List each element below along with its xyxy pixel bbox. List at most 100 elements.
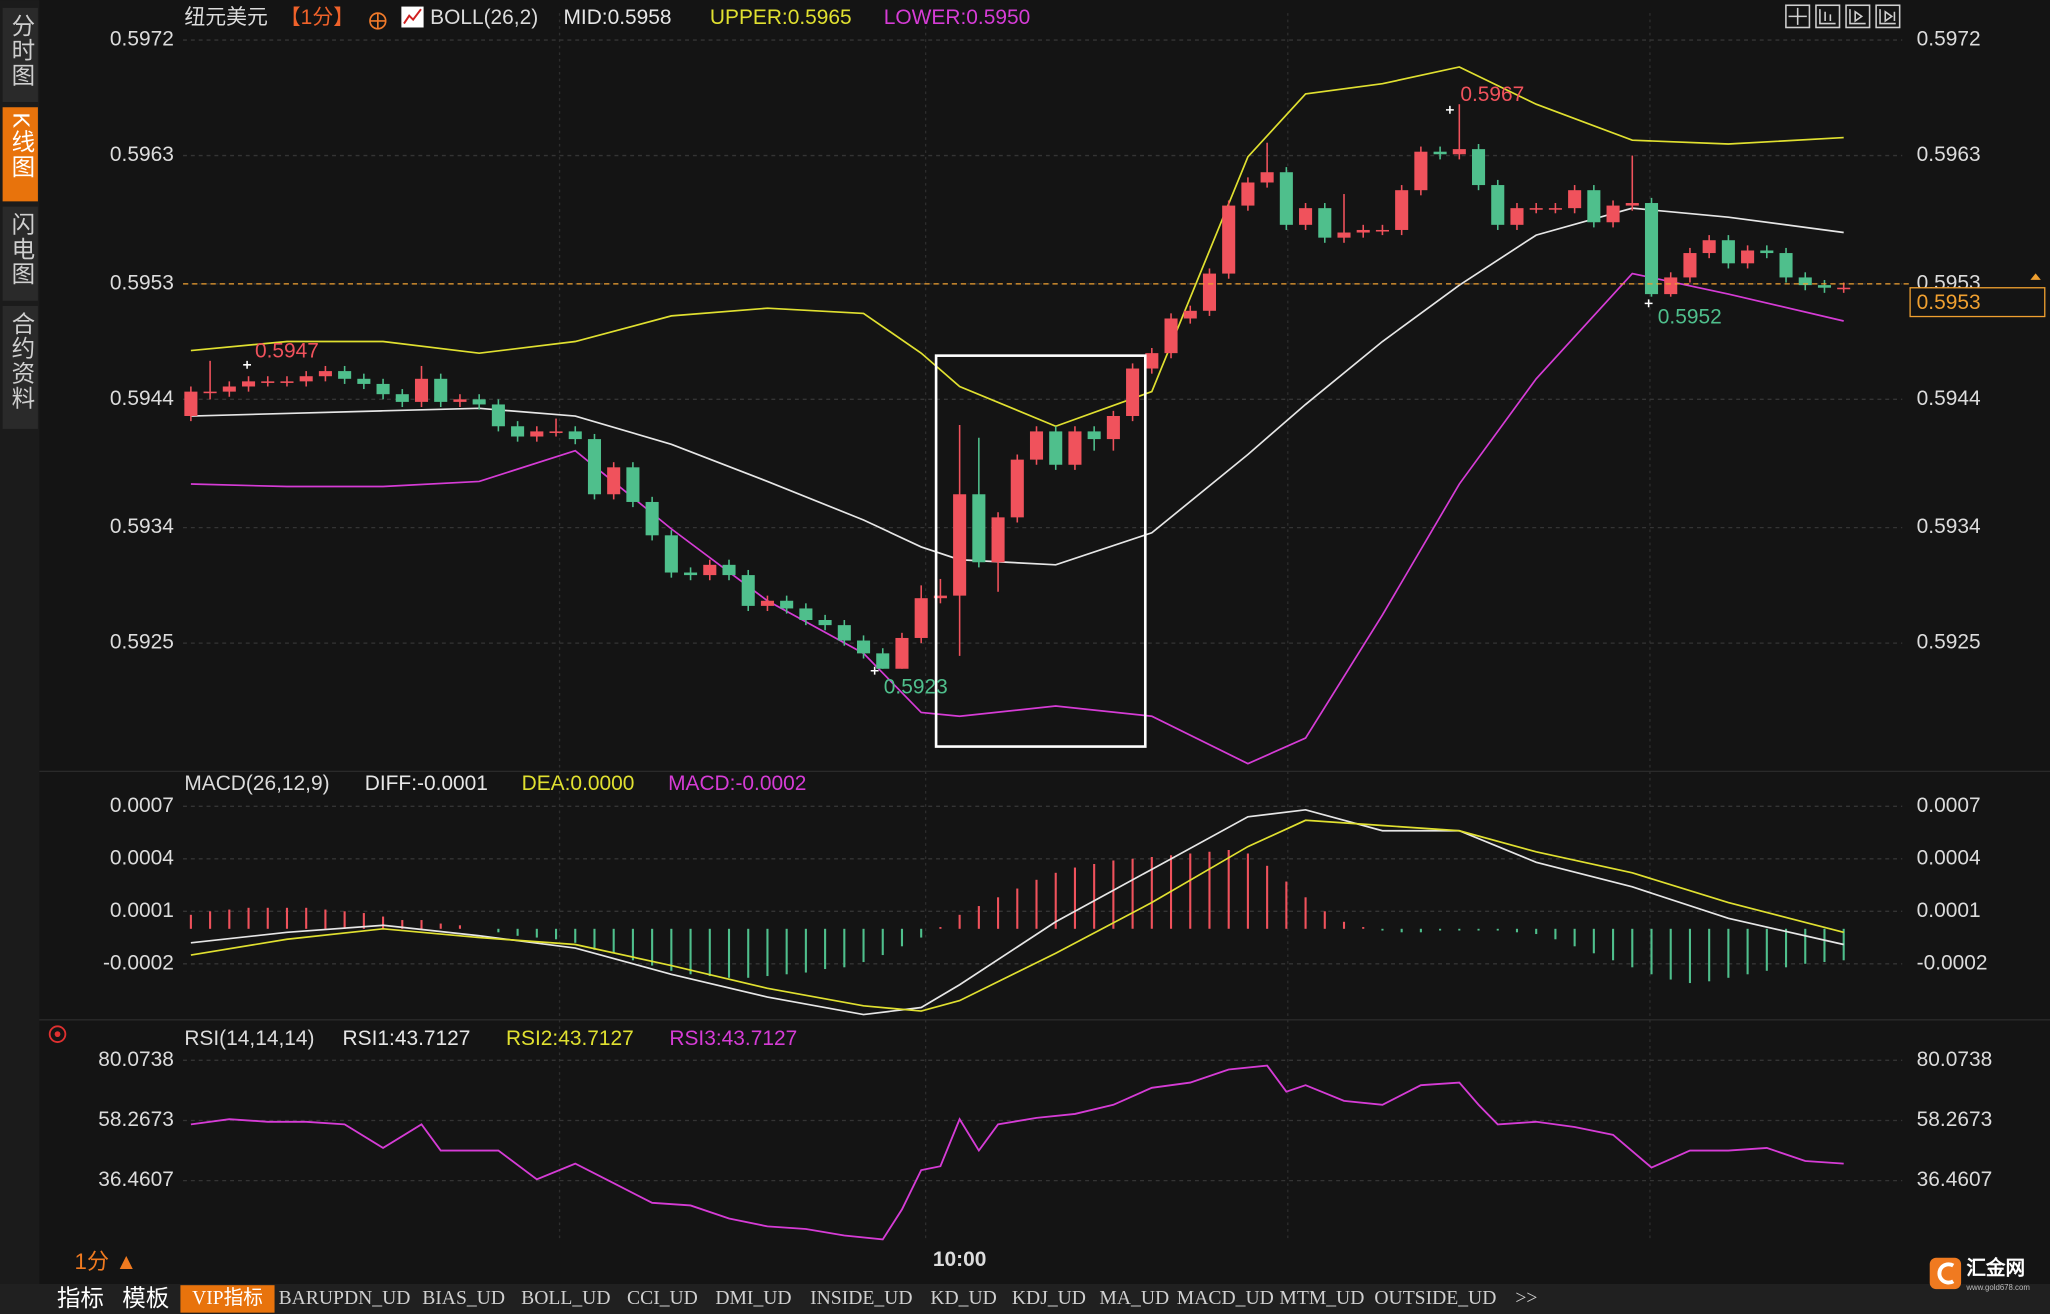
last-price-box	[1909, 287, 2046, 318]
bottom-tab[interactable]	[414, 1285, 513, 1313]
bottom-tab[interactable]	[1005, 1285, 1093, 1313]
bottom-tab-label[interactable]: DMI_UD	[715, 1288, 791, 1309]
candle-body	[876, 653, 890, 669]
bottom-tab-label[interactable]: 指标	[57, 1285, 104, 1311]
crosshair-icon[interactable]	[369, 12, 387, 30]
bottom-tab-label[interactable]: MACD_UD	[1177, 1288, 1274, 1309]
candle-body	[357, 378, 371, 384]
y-tick-label-right: 36.4607	[1917, 1168, 1993, 1191]
y-tick-label: 0.5953	[110, 271, 174, 294]
boll-line	[190, 66, 1844, 428]
extreme-markers	[243, 105, 1653, 675]
bottom-tab-label[interactable]: KDJ_UD	[1012, 1288, 1086, 1309]
left-tab[interactable]	[2, 206, 38, 301]
y-tick-label-right: 0.5963	[1917, 143, 1981, 166]
boll-icon	[401, 6, 424, 28]
tool-icon[interactable]	[1785, 4, 1811, 29]
tool-icon[interactable]	[1875, 4, 1901, 29]
candle-body	[1625, 203, 1639, 206]
y-tick-label: 0.0004	[110, 846, 174, 869]
icon-cross	[369, 13, 386, 29]
bottom-tab[interactable]	[1278, 1285, 1366, 1313]
bottom-tabs: 指标 模板 VIP指标 BARUPDN_UD BIAS_UD BOLL_UD CCI_UD D…	[49, 1285, 1548, 1313]
candle-body	[1049, 431, 1063, 465]
candle-body	[1741, 250, 1755, 264]
candle-body	[1356, 229, 1370, 233]
period-label[interactable]: 1分 ▲	[75, 1249, 138, 1274]
bottom-tab[interactable]	[516, 1285, 616, 1313]
bottom-tab-label[interactable]: INSIDE_UD	[810, 1288, 912, 1309]
candle-body	[472, 399, 486, 405]
bottom-tab[interactable]	[618, 1285, 706, 1313]
bottom-tab[interactable]	[1505, 1285, 1548, 1313]
candle-body	[1529, 208, 1543, 210]
toolbar	[1785, 4, 1901, 29]
left-tab-label[interactable]: 闪电图	[8, 212, 34, 287]
settings-icon[interactable]	[48, 1025, 67, 1043]
price-annotation: 0.5952	[1658, 305, 1722, 328]
left-tab-label[interactable]: 合约资料	[8, 311, 35, 411]
icon-glyph	[403, 8, 422, 25]
bottom-tab-label[interactable]: KD_UD	[930, 1288, 996, 1309]
tool-icon-glyph	[1879, 9, 1896, 25]
bottom-tab[interactable]	[709, 1285, 797, 1313]
bottom-tab[interactable]	[1176, 1285, 1275, 1313]
y-tick-label-right: 0.0007	[1917, 794, 1981, 817]
period: 【1分】	[280, 6, 354, 29]
candle-body	[1452, 149, 1466, 155]
tool-icon-glyph	[1819, 9, 1836, 25]
bottom-tab[interactable]	[278, 1285, 411, 1313]
bottom-tab-label[interactable]: >>	[1515, 1288, 1537, 1309]
candle-body	[568, 431, 582, 440]
bottom-tab[interactable]	[180, 1285, 275, 1313]
left-tab[interactable]	[2, 107, 38, 202]
candle-body	[1145, 353, 1159, 369]
bottom-tab[interactable]	[800, 1285, 922, 1313]
logo-url: www.gold678.com	[1965, 1283, 2030, 1292]
logo-text: 汇金网	[1966, 1257, 2025, 1280]
candle-body	[1664, 277, 1678, 295]
candle-body	[1299, 208, 1313, 225]
bottom-tab-label[interactable]: CCI_UD	[627, 1288, 698, 1309]
candle-body	[1106, 416, 1120, 440]
candle-body	[184, 391, 198, 416]
left-tab-label[interactable]: K线图	[8, 112, 34, 179]
bottom-tab[interactable]	[115, 1285, 177, 1313]
legend-entry: DIFF:-0.0001	[365, 772, 488, 795]
y-tick-label-right: 58.2673	[1917, 1108, 1993, 1131]
tool-icon[interactable]	[1815, 4, 1841, 29]
indicator-name: MACD(26,12,9)	[184, 772, 329, 795]
y-tick-label-right: 80.0738	[1917, 1048, 1993, 1071]
legend-entry: RSI2:43.7127	[506, 1027, 634, 1050]
bottom-tab[interactable]	[1369, 1285, 1502, 1313]
bottom-tab[interactable]	[49, 1285, 112, 1313]
bottom-tab-label[interactable]: BARUPDN_UD	[279, 1288, 411, 1309]
bottom-tab-label[interactable]: MA_UD	[1099, 1288, 1169, 1309]
legend-entry: MID:0.5958	[563, 6, 671, 29]
bottom-tab-label[interactable]: BIAS_UD	[422, 1288, 505, 1309]
tool-icon-glyph	[1849, 9, 1866, 25]
tool-icon[interactable]	[1845, 4, 1871, 29]
y-tick-label-right: 0.0004	[1917, 846, 1981, 869]
candle-body	[1202, 273, 1217, 311]
candle-body	[1010, 459, 1024, 518]
candle-body	[241, 381, 256, 387]
candle-body	[549, 431, 563, 433]
bottom-tab-label[interactable]: OUTSIDE_UD	[1374, 1288, 1496, 1309]
bottom-tab[interactable]	[1096, 1285, 1173, 1313]
bottom-tab-label[interactable]: 模板	[122, 1285, 169, 1311]
candle-body	[1029, 431, 1044, 460]
candle-body	[1433, 151, 1447, 155]
candle-body	[376, 383, 390, 395]
candle-body	[1548, 208, 1562, 210]
candle-body	[760, 600, 774, 606]
bottom-tab-label[interactable]: BOLL_UD	[521, 1288, 610, 1309]
bottom-tab-label[interactable]: VIP指标	[192, 1287, 263, 1309]
y-tick-label-right: 0.5934	[1917, 515, 1981, 538]
left-tab[interactable]	[2, 305, 38, 429]
left-tab[interactable]	[2, 7, 38, 103]
left-tab-label[interactable]: 分时图	[8, 13, 34, 88]
bottom-tab-label[interactable]: MTM_UD	[1279, 1288, 1364, 1309]
bottom-tab[interactable]	[925, 1285, 1002, 1313]
highlight-box	[934, 354, 1147, 748]
